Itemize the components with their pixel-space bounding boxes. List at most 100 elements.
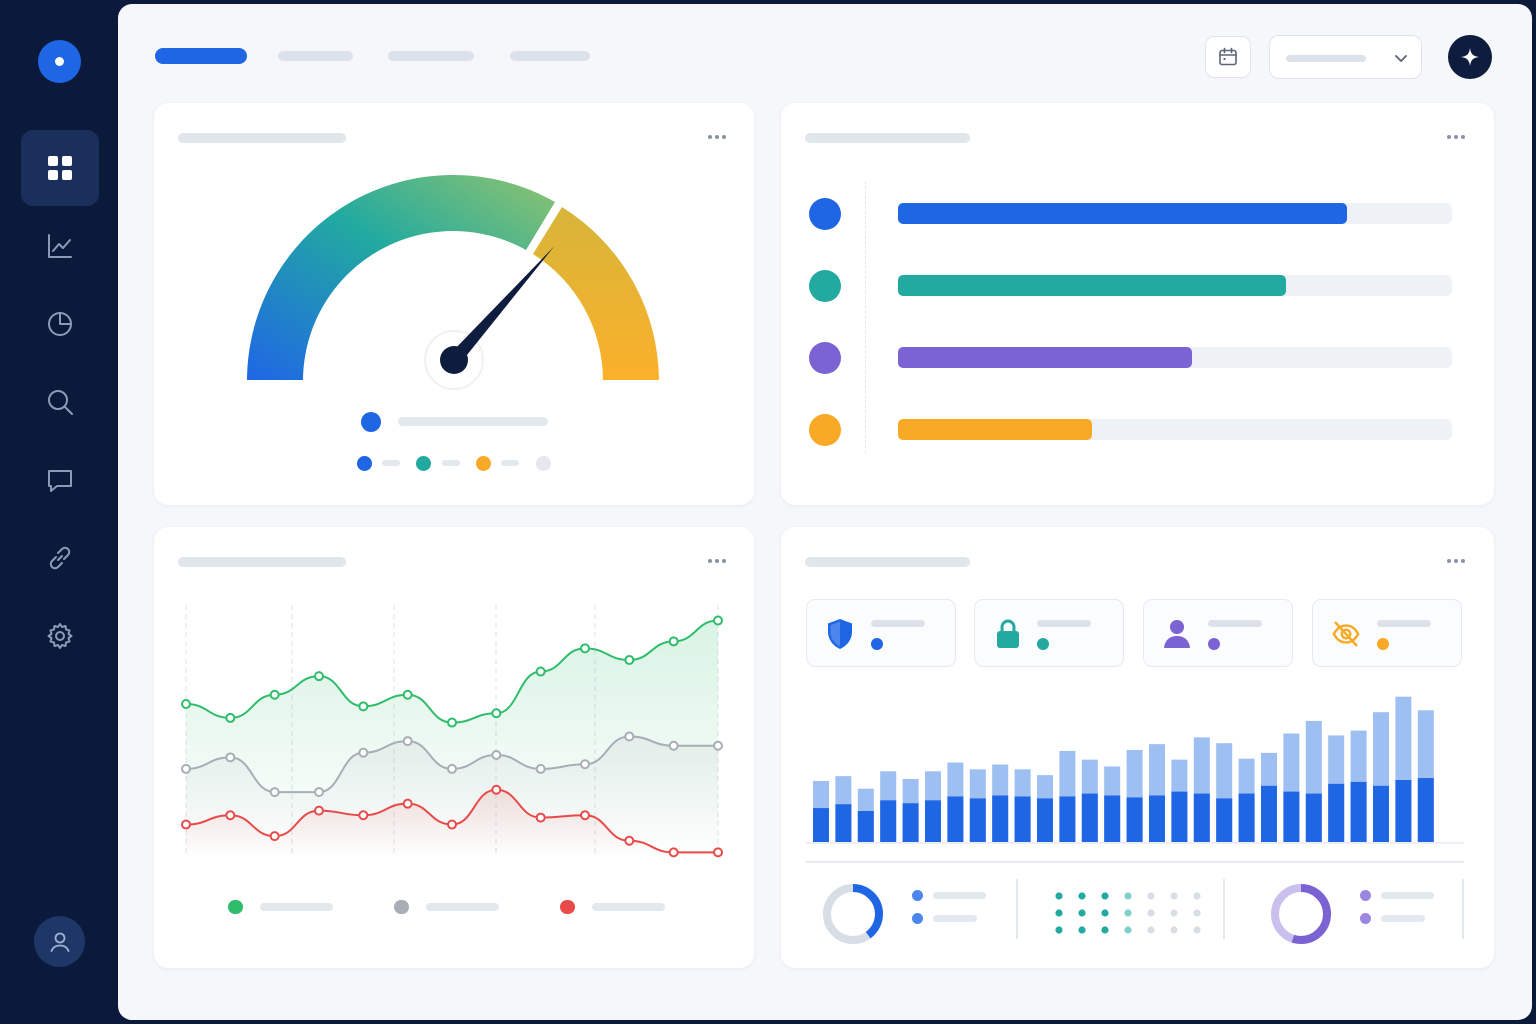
bar-segment-base (1149, 795, 1165, 842)
divider (1462, 879, 1464, 939)
data-point (535, 666, 546, 677)
line-chart (181, 605, 723, 858)
more-menu-button[interactable] (1441, 127, 1471, 147)
sidebar-item-integrations[interactable] (21, 520, 99, 596)
stat-label (871, 620, 925, 627)
card-title (178, 133, 346, 143)
data-point (269, 787, 280, 798)
tab-overview[interactable] (155, 48, 247, 64)
data-point (580, 643, 590, 654)
matrix-dot (1147, 892, 1155, 900)
profile-button[interactable] (34, 916, 85, 967)
stat-icon-wrap (1331, 618, 1361, 650)
gauge-card (154, 103, 754, 505)
tab-4[interactable] (510, 51, 590, 61)
stat-icon-wrap (993, 618, 1023, 650)
bar-segment-base (1261, 785, 1277, 842)
stat-status-dot (1037, 638, 1049, 650)
matrix-dot (1055, 926, 1063, 934)
more-menu-button[interactable] (702, 127, 732, 147)
more-dot (722, 135, 726, 139)
legend-dot (1360, 890, 1371, 901)
date-picker-button[interactable] (1205, 36, 1251, 78)
legend-label (382, 460, 400, 466)
legend-label (501, 460, 519, 466)
app-logo[interactable] (38, 40, 81, 83)
sidebar-item-analytics[interactable] (21, 208, 99, 284)
data-point (314, 805, 324, 816)
gauge-value-label (398, 417, 548, 426)
bar-segment-base (1350, 781, 1367, 842)
ai-assistant-button[interactable] (1448, 35, 1492, 79)
progress-fill (898, 275, 1286, 296)
divider (806, 861, 1464, 863)
stat-label (1037, 620, 1091, 627)
stat-tile-protection[interactable] (806, 599, 956, 667)
sidebar-item-settings[interactable] (21, 598, 99, 674)
pie-chart-icon (48, 312, 72, 336)
bar-segment-base (835, 804, 852, 842)
data-point (447, 819, 457, 830)
data-point (269, 831, 280, 842)
tab-2[interactable] (278, 51, 353, 61)
data-point (358, 701, 369, 712)
bar-segment-base (1171, 791, 1188, 842)
calendar-icon (1219, 47, 1237, 66)
legend-label (426, 903, 499, 911)
sidebar-item-dashboard[interactable] (21, 130, 99, 206)
lock-icon (997, 619, 1019, 648)
more-dot (722, 559, 726, 563)
legend-dot (394, 900, 409, 914)
tab-3[interactable] (388, 51, 474, 61)
sparkle-icon (1461, 48, 1479, 66)
main-content (118, 4, 1532, 1020)
bar-segment-base (1305, 793, 1322, 842)
bar-segment-base (1283, 791, 1300, 842)
sidebar-item-search[interactable] (21, 364, 99, 440)
stat-tile-encryption[interactable] (974, 599, 1124, 667)
bar-segment-base (1037, 798, 1053, 842)
divider (1016, 879, 1018, 939)
donut-arc (1271, 884, 1331, 944)
legend-dot (476, 456, 491, 471)
matrix-dot (1124, 892, 1132, 900)
legend-dot (560, 900, 575, 914)
sidebar-item-messages[interactable] (21, 442, 99, 518)
stat-icon-wrap (1162, 618, 1192, 650)
data-point (535, 763, 546, 774)
more-menu-button[interactable] (1441, 551, 1471, 571)
more-dot (1454, 135, 1458, 139)
stat-tile-privacy[interactable] (1312, 599, 1462, 667)
chat-icon (48, 470, 72, 492)
period-select[interactable] (1269, 35, 1422, 79)
bar-segment-base (1238, 793, 1255, 842)
data-point (402, 798, 413, 809)
list-item-dot (809, 198, 841, 230)
bar-segment-base (857, 811, 874, 842)
matrix-dot (1055, 909, 1063, 917)
bar-segment-base (1417, 778, 1434, 842)
data-point (314, 671, 324, 682)
matrix-dot (1101, 892, 1109, 900)
stat-status-dot (1208, 638, 1220, 650)
legend-dot (1360, 913, 1371, 924)
matrix-dot (1124, 926, 1132, 934)
matrix-dot (1101, 926, 1109, 934)
donut-chart-icon (1271, 884, 1331, 944)
more-dot (1461, 135, 1465, 139)
more-dot (708, 559, 712, 563)
more-dot (1461, 559, 1465, 563)
bar-segment-base (1126, 797, 1143, 842)
data-point (225, 810, 236, 821)
more-dot (715, 559, 719, 563)
data-point (402, 689, 413, 700)
more-dot (1447, 135, 1451, 139)
more-menu-button[interactable] (702, 551, 732, 571)
stat-icon-wrap (825, 618, 855, 650)
stat-tile-users[interactable] (1143, 599, 1293, 667)
gauge-segment-amber (533, 207, 659, 380)
matrix-dot (1193, 892, 1201, 900)
data-point (580, 810, 590, 821)
sidebar-item-reports[interactable] (21, 286, 99, 362)
legend-dot (912, 890, 923, 901)
